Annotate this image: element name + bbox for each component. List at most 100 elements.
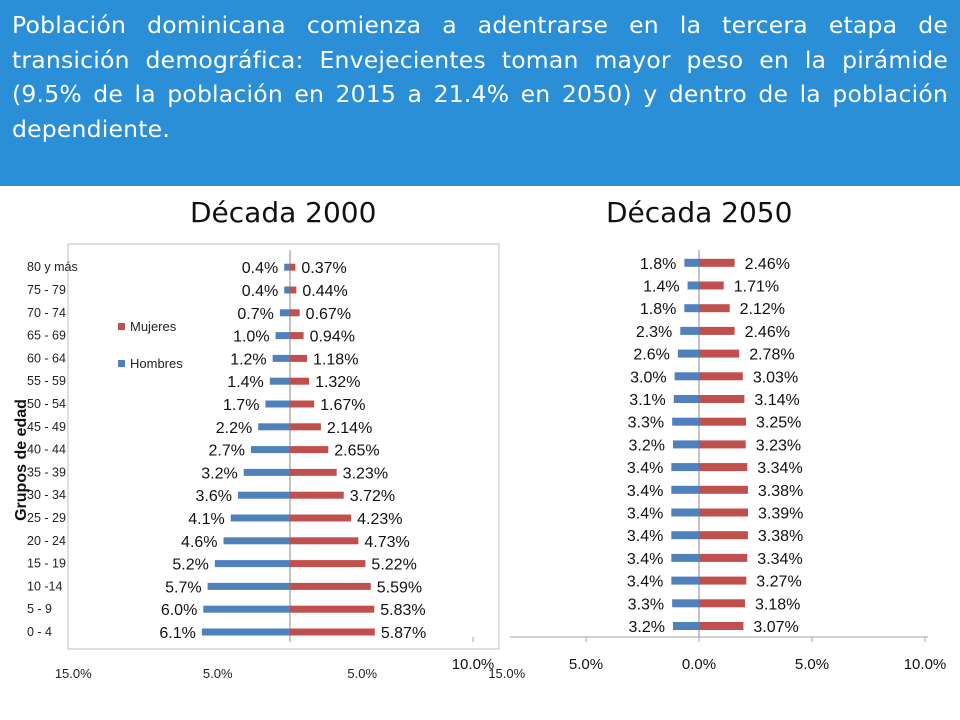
bar-mujeres bbox=[699, 485, 748, 494]
data-label-mujeres: 0.94% bbox=[310, 329, 355, 346]
bar-hombres bbox=[223, 537, 290, 545]
age-group-label: 65 - 69 bbox=[27, 329, 66, 343]
bar-hombres bbox=[674, 372, 699, 381]
bar-mujeres bbox=[290, 286, 297, 294]
data-label-hombres: 1.4% bbox=[227, 374, 263, 391]
x-tick-label-2000: 15.0% bbox=[55, 666, 92, 681]
data-label-hombres: 2.7% bbox=[209, 443, 245, 460]
data-label-mujeres: 5.83% bbox=[380, 602, 425, 619]
bar-hombres bbox=[673, 395, 699, 403]
data-label-hombres: 1.0% bbox=[233, 329, 269, 346]
data-label-mujeres: 3.27% bbox=[756, 574, 801, 591]
bar-hombres bbox=[230, 514, 290, 522]
data-label-hombres: 4.1% bbox=[188, 511, 224, 528]
bar-mujeres bbox=[290, 582, 371, 590]
data-label-hombres: 2.2% bbox=[216, 420, 252, 437]
data-label-mujeres: 3.07% bbox=[753, 619, 798, 636]
data-label-hombres: 5.7% bbox=[165, 579, 201, 596]
bar-hombres bbox=[243, 468, 290, 476]
bar-hombres bbox=[684, 258, 699, 267]
data-label-hombres: 3.2% bbox=[628, 437, 664, 454]
bar-mujeres bbox=[699, 622, 744, 630]
bar-mujeres bbox=[290, 423, 321, 431]
bar-mujeres bbox=[699, 599, 745, 608]
age-group-label: 0 - 4 bbox=[27, 625, 52, 639]
data-label-hombres: 3.1% bbox=[629, 392, 665, 409]
data-label-hombres: 3.2% bbox=[201, 465, 237, 482]
data-label-mujeres: 5.87% bbox=[381, 625, 426, 642]
x-tick-label-2050: 5.0% bbox=[569, 656, 603, 673]
data-label-mujeres: 3.38% bbox=[758, 528, 803, 545]
bar-hombres bbox=[258, 423, 290, 431]
data-label-hombres: 3.4% bbox=[627, 506, 663, 523]
data-label-mujeres: 1.18% bbox=[313, 351, 358, 368]
data-label-hombres: 0.7% bbox=[237, 306, 273, 323]
age-group-label: 70 - 74 bbox=[27, 306, 66, 320]
bar-hombres bbox=[284, 263, 290, 271]
data-label-hombres: 3.4% bbox=[627, 574, 663, 591]
data-label-mujeres: 2.12% bbox=[740, 301, 785, 318]
data-label-mujeres: 1.71% bbox=[734, 279, 779, 296]
bar-hombres bbox=[671, 463, 699, 472]
chart-title-2050: Década 2050 bbox=[606, 196, 793, 229]
data-label-hombres: 5.2% bbox=[172, 557, 208, 574]
data-label-mujeres: 2.78% bbox=[749, 347, 794, 364]
bar-mujeres bbox=[290, 446, 329, 454]
age-group-label: 80 y más bbox=[27, 260, 78, 274]
bar-hombres bbox=[214, 560, 290, 568]
data-label-mujeres: 3.39% bbox=[758, 506, 803, 523]
y-axis-title: Grupos de edad bbox=[13, 399, 30, 521]
x-tick-label-2000: 15.0% bbox=[488, 666, 525, 681]
age-group-label: 55 - 59 bbox=[27, 374, 66, 388]
bar-hombres bbox=[269, 377, 290, 385]
bar-mujeres bbox=[290, 491, 344, 499]
data-label-hombres: 6.0% bbox=[161, 602, 197, 619]
header-text: Población dominicana comienza a adentrar… bbox=[12, 11, 948, 143]
bar-mujeres bbox=[290, 537, 359, 545]
bar-mujeres bbox=[290, 263, 296, 271]
data-label-mujeres: 3.14% bbox=[754, 392, 799, 409]
bar-hombres bbox=[272, 354, 290, 362]
data-label-hombres: 1.4% bbox=[643, 279, 679, 296]
bar-hombres bbox=[207, 582, 290, 590]
x-tick-label-2050: 10.0% bbox=[904, 656, 947, 673]
data-label-mujeres: 2.46% bbox=[745, 256, 790, 273]
bar-mujeres bbox=[699, 281, 724, 290]
bar-hombres bbox=[671, 576, 699, 585]
bar-mujeres bbox=[699, 531, 748, 540]
bar-mujeres bbox=[699, 553, 748, 562]
data-label-hombres: 0.4% bbox=[242, 260, 278, 277]
data-label-mujeres: 4.23% bbox=[357, 511, 402, 528]
legend-swatch-hombres bbox=[118, 360, 125, 367]
x-tick-label-2000: 5.0% bbox=[203, 666, 233, 681]
data-label-mujeres: 3.23% bbox=[756, 437, 801, 454]
data-label-mujeres: 1.32% bbox=[315, 374, 360, 391]
bar-hombres bbox=[672, 440, 699, 449]
bar-mujeres bbox=[290, 309, 300, 317]
age-group-label: 75 - 79 bbox=[27, 283, 66, 297]
data-label-mujeres: 0.44% bbox=[302, 283, 347, 300]
data-label-hombres: 3.0% bbox=[630, 369, 666, 386]
bar-hombres bbox=[680, 326, 699, 335]
bar-mujeres bbox=[290, 560, 366, 568]
data-label-mujeres: 3.25% bbox=[756, 415, 801, 432]
data-label-mujeres: 2.14% bbox=[327, 420, 372, 437]
age-group-label: 5 - 9 bbox=[27, 602, 52, 616]
data-label-mujeres: 0.37% bbox=[301, 260, 346, 277]
plot-area-2000 bbox=[67, 243, 500, 650]
age-group-label: 30 - 34 bbox=[27, 488, 66, 502]
data-label-mujeres: 3.38% bbox=[758, 483, 803, 500]
data-label-mujeres: 3.03% bbox=[753, 369, 798, 386]
data-label-mujeres: 3.23% bbox=[343, 465, 388, 482]
x-tick-label-2050: 10.0% bbox=[452, 656, 495, 673]
bar-hombres bbox=[671, 508, 699, 517]
age-group-label: 45 - 49 bbox=[27, 420, 66, 434]
bar-mujeres bbox=[290, 605, 375, 613]
bar-mujeres bbox=[290, 377, 310, 385]
bar-mujeres bbox=[699, 395, 745, 403]
data-label-hombres: 2.6% bbox=[633, 347, 669, 364]
data-label-hombres: 1.7% bbox=[223, 397, 259, 414]
data-label-hombres: 1.2% bbox=[230, 351, 266, 368]
bar-hombres bbox=[671, 485, 699, 494]
data-label-hombres: 3.4% bbox=[627, 528, 663, 545]
